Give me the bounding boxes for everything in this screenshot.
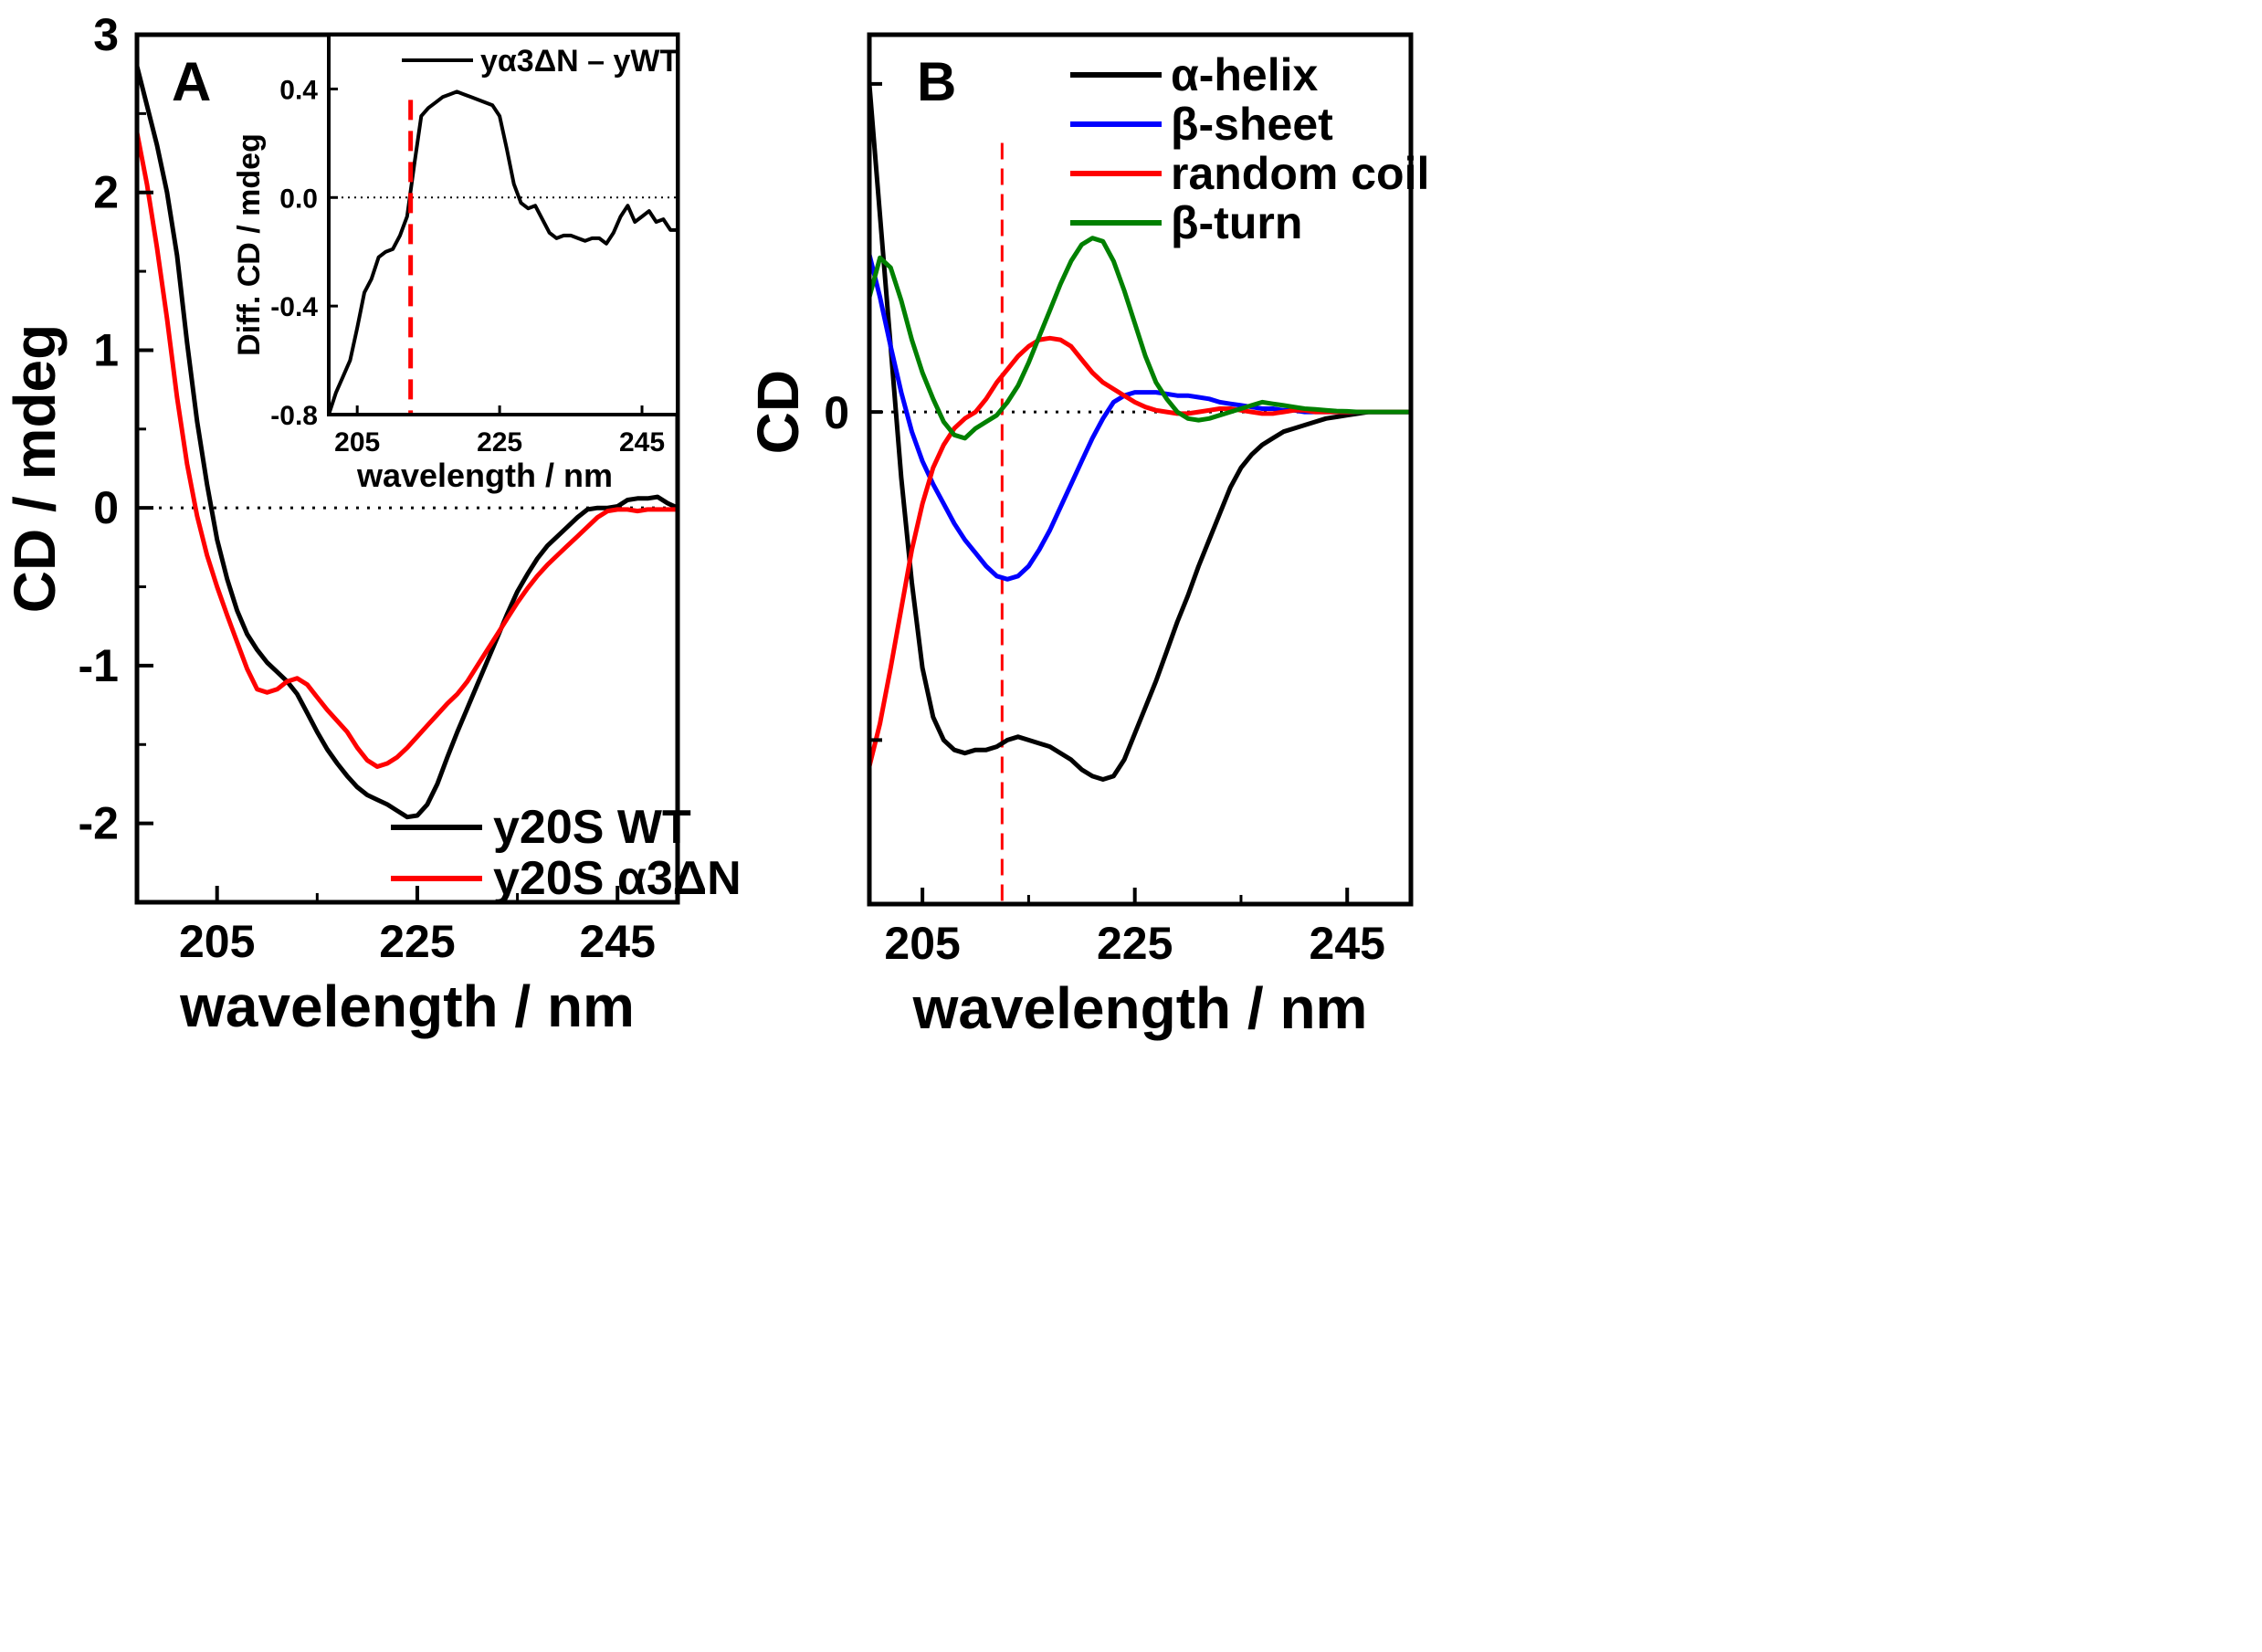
inset-y-tick-label: -0.8 — [270, 401, 318, 431]
panel-a-legend-label-y20s-3-n: y20S α3ΔN — [493, 852, 742, 905]
inset-axes-frame — [327, 33, 679, 416]
panel-b-series-line-random-coil — [869, 335, 1411, 769]
panel-b-x-tick-label: 245 — [1310, 918, 1385, 969]
panel-a-x-axis-title: wavelength / nm — [179, 973, 635, 1039]
panel-b-y-axis-title: CD — [745, 370, 811, 454]
panel-a-series-group — [137, 64, 678, 820]
panel-a-series-line-y20s-wt — [137, 64, 678, 820]
panel-b-legend-label-sheet: β-sheet — [1171, 99, 1333, 150]
inset-series-line-y-3-n-ywt — [329, 89, 678, 415]
panel-b-legend-label-random-coil: random coil — [1171, 148, 1429, 199]
panel-b-series-line-turn — [869, 236, 1411, 441]
panel-b-letter: B — [917, 51, 956, 112]
panel-a-y-axis-title: CD / mdeg — [2, 324, 68, 613]
panel-a-y-tick-label: 1 — [93, 324, 119, 375]
inset-y-axis-title: Diff. CD / mdeg — [232, 133, 267, 356]
panel-b-series-group — [869, 81, 1411, 782]
panel-b-x-axis-title: wavelength / nm — [912, 975, 1368, 1041]
panel-a-y-tick-label: 2 — [93, 167, 119, 218]
panel-b-chart: 205 225 245 0 wavelength / nm CD B α-helixβ-she… — [745, 32, 1429, 1041]
inset-x-axis-title: wavelength / nm — [356, 457, 613, 494]
panel-b-legend-label-helix: α-helix — [1171, 49, 1319, 100]
panel-a-y-tick-label: -2 — [79, 798, 119, 849]
panel-b-series-line-helix — [869, 81, 1411, 782]
inset-x-tick-label: 225 — [477, 427, 522, 458]
panel-b-x-tick-label: 205 — [884, 918, 960, 969]
panel-b-y-tick-label: 0 — [824, 387, 849, 438]
panel-b-legend-label-turn: β-turn — [1171, 197, 1302, 248]
panel-b-x-tick-label: 225 — [1097, 918, 1173, 969]
inset-background — [329, 35, 678, 415]
panel-a-legend-label-y20s-wt: y20S WT — [493, 801, 691, 854]
inset-x-tick-label: 205 — [334, 427, 380, 458]
inset-y-tick-label: 0.4 — [279, 75, 318, 105]
panel-a-y-tick-label: -1 — [79, 640, 119, 691]
panel-b-axes-frame — [867, 32, 1414, 907]
inset-y-tick-label: -0.4 — [270, 292, 318, 322]
inset-series-group — [329, 89, 678, 415]
panel-a-chart: 205 225 245 -2 -1 0 1 2 3 wavelength / nm CD / mde… — [2, 9, 742, 1039]
panel-a-y-tick-label: 3 — [93, 9, 119, 60]
panel-a-letter: A — [172, 51, 211, 112]
inset-x-tick-label: 245 — [619, 427, 665, 458]
panel-a-inset: 205 225 245 -0.8 -0.4 0.0 0.4 wavelength / nm Di… — [232, 33, 679, 494]
panel-a-x-tick-label: 245 — [580, 916, 656, 967]
panel-a-y-tick-label: 0 — [93, 482, 119, 533]
panel-a-x-tick-label: 225 — [379, 916, 455, 967]
inset-y-tick-label: 0.0 — [279, 184, 318, 214]
panel-a-x-tick-label: 205 — [179, 916, 255, 967]
panel-a-series-line-y20s-3-n — [137, 130, 678, 769]
inset-legend-label: yα3ΔN – yWT — [480, 44, 679, 79]
